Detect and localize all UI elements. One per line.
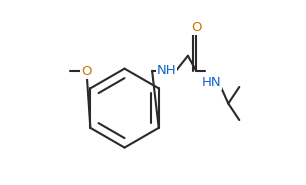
Text: NH: NH bbox=[157, 64, 176, 77]
Text: O: O bbox=[191, 21, 201, 34]
Text: O: O bbox=[81, 65, 92, 78]
Text: HN: HN bbox=[202, 76, 222, 90]
